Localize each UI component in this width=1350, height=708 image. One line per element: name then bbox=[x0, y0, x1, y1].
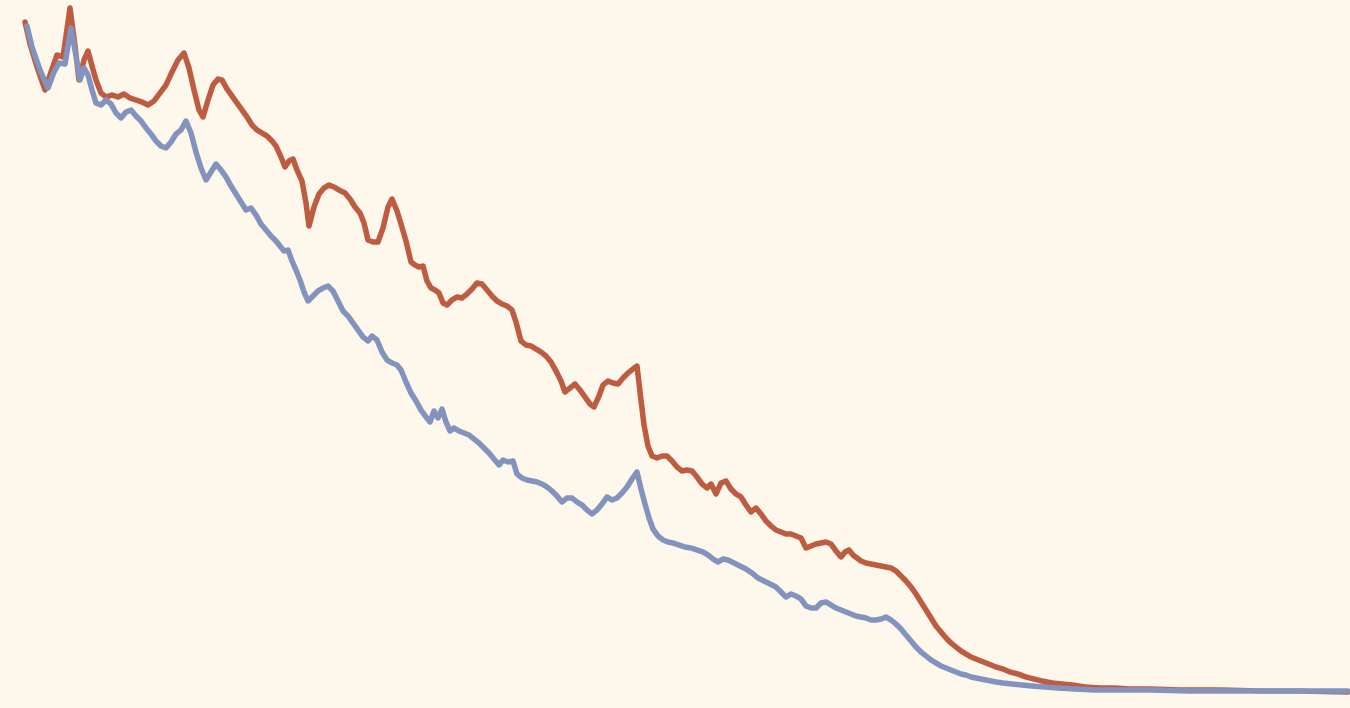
blue-line bbox=[24, 23, 1350, 694]
series-group bbox=[22, 5, 1350, 695]
orange-line bbox=[22, 5, 1350, 695]
